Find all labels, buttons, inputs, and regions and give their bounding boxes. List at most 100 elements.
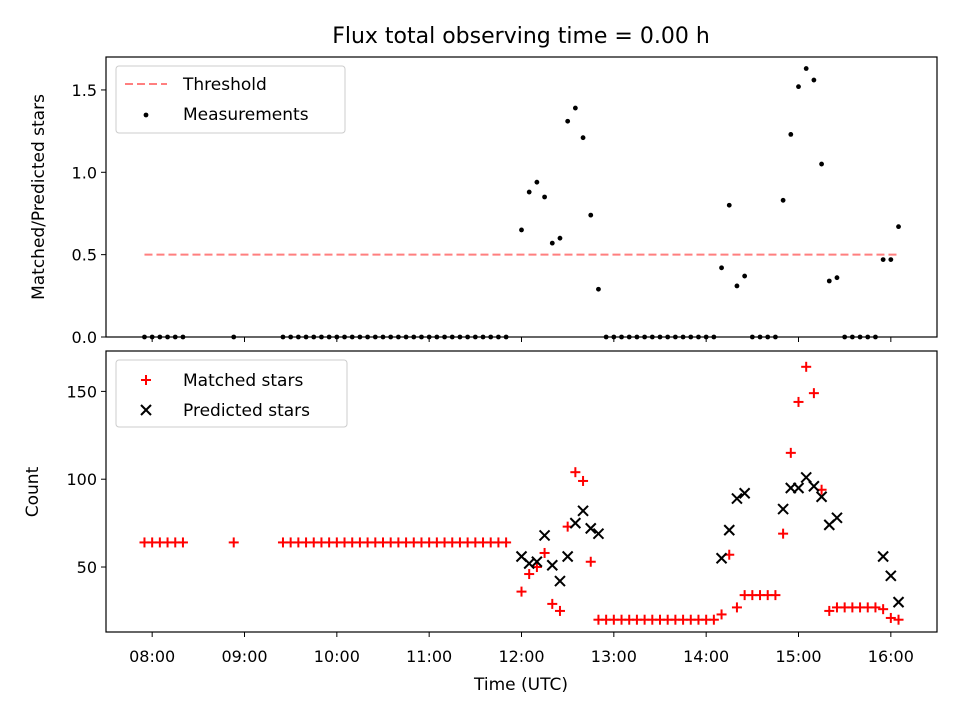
measurement-point [596, 286, 601, 292]
predicted-star-point [577, 505, 589, 517]
measurement-point [726, 202, 732, 208]
x-marker-b [546, 559, 558, 571]
matched-star-point [808, 388, 819, 399]
matched-star-point [228, 537, 239, 548]
predicted-star-point [885, 570, 897, 582]
matched-star-point [801, 361, 812, 372]
x-marker-b [577, 505, 589, 517]
predicted-star-point [715, 552, 728, 564]
bottom-x-tick-label: 16:00 [868, 647, 914, 666]
bottom-x-tick-label: 14:00 [683, 647, 729, 666]
top-y-tick-label: 0.5 [72, 246, 97, 265]
bottom-x-tick-label: 08:00 [129, 647, 175, 666]
predicted-star-point [592, 527, 605, 540]
matched-star-point [878, 604, 889, 615]
measurement-point [572, 105, 578, 111]
matched-star-point [554, 605, 565, 616]
legend-measurements-swatch [143, 112, 149, 118]
x-marker-b [892, 596, 905, 608]
measurement-point [734, 283, 740, 289]
predicted-star-point [554, 575, 566, 587]
matched-star-point [778, 528, 789, 539]
legend-threshold-label: Threshold [182, 75, 267, 95]
measurement-point [780, 197, 786, 203]
x-marker-b [792, 482, 805, 494]
matched-star-point [716, 609, 727, 620]
predicted-star-point [585, 522, 597, 535]
matched-star-point [708, 614, 719, 625]
x-marker-b [554, 575, 566, 587]
matched-star-point [501, 537, 512, 548]
predicted-star-point [731, 492, 743, 505]
predicted-star-point [877, 550, 889, 563]
measurement-point [896, 224, 901, 230]
matched-star-point [547, 598, 558, 609]
measurement-point [580, 135, 586, 141]
matched-star-point [824, 605, 835, 616]
measurement-point [834, 275, 840, 281]
measurement-point [796, 84, 801, 90]
x-marker-b [538, 529, 551, 542]
top-y-axis-label: Matched/Predicted stars [29, 94, 49, 300]
x-marker-b [877, 550, 889, 563]
x-marker-b [777, 503, 789, 515]
bottom-x-tick-label: 15:00 [775, 647, 821, 666]
x-marker-b [800, 471, 812, 484]
matched-star-point [793, 396, 804, 407]
predicted-star-point [723, 524, 735, 536]
predicted-star-point [546, 559, 558, 571]
x-marker-b [731, 492, 743, 505]
predicted-star-point [569, 517, 582, 529]
matched-star-point [770, 590, 781, 601]
top-y-tick-label: 0.0 [72, 328, 97, 347]
bottom-x-axis-label: Time (UTC) [473, 675, 568, 695]
bottom-x-tick-label: 11:00 [406, 647, 452, 666]
legend-predicted-swatch [140, 404, 152, 416]
measurement-point [788, 132, 794, 137]
measurement-point [549, 240, 555, 246]
x-marker-b [569, 517, 582, 529]
bottom-y-axis-label: Count [23, 466, 43, 517]
bottom-y-tick-label: 100 [66, 470, 97, 489]
bottom-legend-box [115, 359, 348, 428]
top-y-tick-label: 1.0 [72, 163, 97, 182]
measurement-point [542, 194, 547, 200]
measurement-point [565, 118, 571, 124]
bottom-plot-marks [139, 361, 905, 625]
legend-matched-label: Matched stars [183, 371, 303, 391]
predicted-star-point [808, 480, 820, 492]
legend-matched-swatch [141, 375, 151, 385]
x-marker-b [515, 550, 528, 563]
top-y-tick-label: 1.5 [72, 81, 97, 100]
top-axes: 0.0 0.5 1.0 1.5 [72, 81, 892, 347]
predicted-star-point [792, 482, 805, 494]
measurement-point [534, 179, 540, 185]
matched-star-point [570, 467, 581, 478]
x-marker-b [531, 556, 543, 568]
bottom-x-tick-label: 13:00 [591, 647, 637, 666]
matched-star-point [524, 569, 535, 580]
x-marker-b [808, 480, 820, 492]
x-marker-b [523, 557, 535, 570]
predicted-star-point [815, 491, 828, 503]
predicted-star-point [892, 596, 905, 608]
predicted-star-point [531, 556, 543, 568]
bottom-x-tick-label: 09:00 [221, 647, 267, 666]
bottom-legend: Matched stars Predicted stars [115, 359, 348, 428]
matched-star-point [885, 612, 896, 623]
legend-predicted-label: Predicted stars [183, 401, 310, 421]
bottom-x-tick-label: 12:00 [498, 647, 544, 666]
x-marker-b [738, 487, 751, 499]
x-marker-b [585, 522, 597, 535]
bottom-y-tick-label: 50 [77, 558, 97, 577]
top-legend-box [115, 65, 346, 134]
x-marker-b [831, 512, 843, 524]
predicted-star-point [561, 550, 574, 563]
x-marker-b [561, 550, 574, 563]
x-marker-b [140, 404, 152, 416]
measurement-point [811, 77, 817, 83]
bottom-axes: 50 100 150 08:00 09:00 10:00 11:00 12:00 13:00 14… [66, 382, 913, 666]
matched-star-point [870, 602, 881, 613]
measurement-point [880, 257, 886, 262]
